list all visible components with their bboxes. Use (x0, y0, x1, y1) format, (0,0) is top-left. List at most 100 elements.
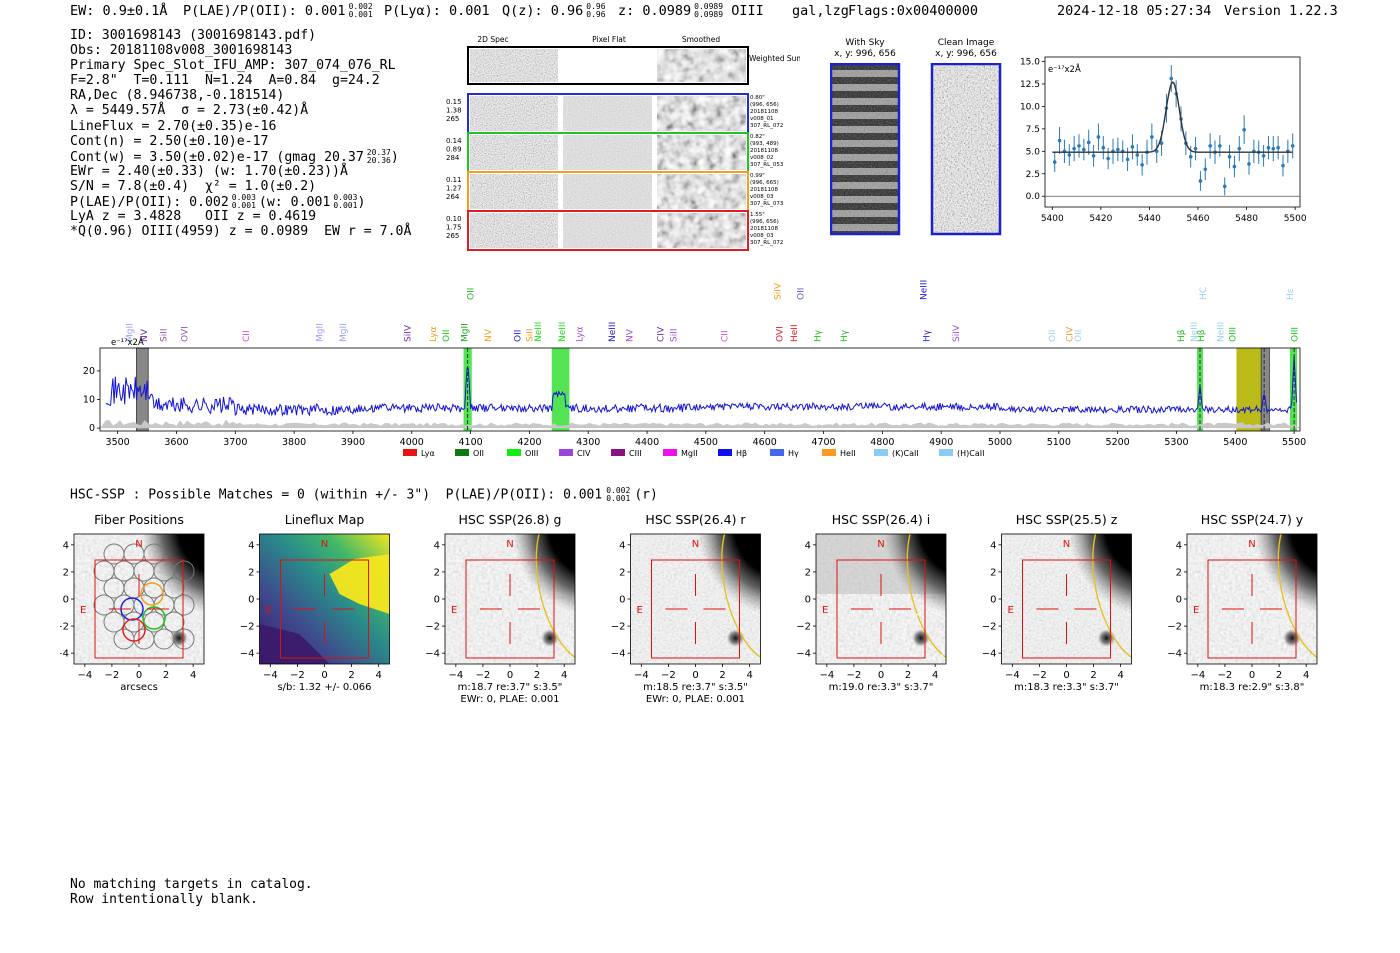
line-label: NV (484, 328, 494, 342)
hsc-source-blob (912, 629, 930, 647)
hsc-xtick-label: −4 (634, 670, 649, 681)
fiber-circle (143, 543, 165, 565)
fiber-circle (173, 560, 195, 582)
hsc-galaxy-blob (495, 534, 575, 634)
hsc-ytick-label: 2 (1176, 567, 1182, 578)
fiber-green (142, 606, 166, 630)
zoom-data-point (1198, 179, 1203, 183)
hsc-summary-sub: 0.001 (606, 494, 631, 503)
legend-label: HeII (840, 449, 856, 458)
zoom-data-point (1276, 145, 1280, 150)
line-label: OVI (775, 326, 785, 342)
hsc-xtick-label: 4 (375, 670, 381, 681)
cutout-right-value: 0.99" (750, 173, 765, 179)
line-label: SiIV (404, 324, 414, 342)
hsc-panel-title: Lineflux Map (285, 512, 365, 527)
legend-swatch (455, 449, 469, 456)
zoom-chart-content: 5400 5420 5440 5460 5480 5500 0.0 2.5 5.0 7.5 10.0… (1020, 57, 1307, 224)
info-ewr: EWr = 2.40(±0.33) (w: 1.70(±0.23))Å (70, 163, 348, 179)
cutout-pixelflat-image (563, 96, 652, 131)
hsc-north-label: N (1248, 539, 1255, 550)
cutout-right-value: v008_03 (750, 233, 774, 239)
header-classes: gal,lzg (792, 3, 849, 19)
hsc-galaxy-blob (1237, 534, 1317, 634)
cutout-2dspec-image (470, 96, 558, 131)
info-fparams: F=2.8" T=0.111 N=1.24 A=0.84 g=24.2 (70, 73, 380, 89)
info-plae: P(LAE)/P(OII): 0.002 0.003 0.001 (w: 0.001 0… (70, 194, 411, 211)
hsc-caption: m:19.0 re:3.3" s:3.7" (829, 682, 934, 693)
cutout-2dspec-image (470, 174, 558, 209)
legend-label: OII (473, 449, 484, 458)
hsc-ellipse (535, 534, 575, 664)
zoom-data-point (1271, 146, 1276, 151)
cutout-smoothed-image (657, 135, 746, 170)
hsc-caption: m:18.5 re:3.7" s:3.5" (643, 682, 748, 693)
hsc-xtick-label: 2 (719, 670, 725, 681)
hsc-xtick-label: 0 (507, 670, 513, 681)
spectrum-ytick-label: 10 (83, 395, 95, 406)
info-lineflux: LineFlux = 2.70(±0.35)e-16 (70, 118, 277, 134)
hsc-ytick-label: −4 (611, 649, 626, 660)
hsc-north-label: N (506, 539, 513, 550)
zoom-ytick-label: 12.5 (1020, 80, 1040, 90)
cutout-right-value: 20181108 (750, 187, 778, 193)
legend-swatch (403, 449, 417, 456)
hsc-galaxy-blob (1051, 534, 1132, 634)
line-label: Hβ (1177, 329, 1187, 342)
line-label: OII (467, 288, 477, 300)
zoom-data-point (1125, 157, 1130, 162)
hsc-ytick-label: −4 (982, 649, 997, 660)
hsc-source-blob (1283, 629, 1301, 647)
clean-image-label: Clean Image (937, 38, 995, 48)
zoom-data-point (1169, 76, 1174, 81)
line-label: CII (721, 330, 731, 342)
zoom-data-point (1266, 145, 1271, 150)
hsc-ellipse (721, 534, 761, 664)
hsc-selection-box (465, 559, 555, 659)
spectrum-highlight-band (1290, 348, 1298, 431)
zoom-data-point (1091, 154, 1096, 158)
spectrum-highlight-band (1236, 348, 1264, 431)
hsc-ytick-label: 4 (63, 540, 69, 551)
legend-label: OIII (525, 449, 538, 458)
hsc-selection-box (836, 559, 926, 659)
legend-swatch (770, 449, 784, 456)
hsc-ytick-label: 4 (619, 540, 625, 551)
hsc-panels-content: Fiber Positions N E −4 −4 −2 −2 0 0 2 2 4 4 arcsecs Li… (60, 512, 1318, 705)
cutout-left-value: 0.14 (446, 137, 462, 145)
legend-swatch (559, 449, 573, 456)
hsc-xtick-label: −4 (263, 670, 278, 681)
cutout-smoothed-image (657, 213, 746, 248)
hsc-summary: HSC-SSP : Possible Matches = 0 (within +… (70, 487, 658, 503)
zoom-data-point (1242, 127, 1246, 132)
info-contw: Cont(w) = 3.50(±0.02)e-17 (gmag 20.37 20.… (70, 148, 411, 165)
cutout-right-value: v008_01 (750, 116, 774, 122)
zoom-data-point (1057, 138, 1062, 143)
hsc-ytick-label: −4 (796, 649, 811, 660)
zoom-data-point (1072, 146, 1076, 151)
spectrum-xtick-label: 5300 (1164, 437, 1188, 448)
hsc-panel-title: HSC SSP(26.4) i (832, 512, 930, 527)
lineflux-dark-region (259, 624, 330, 664)
header-z: z: 0.0989 0.0989 0.0989 OIII (618, 3, 764, 20)
line-label: OII (1074, 330, 1084, 342)
line-label: MgII (339, 323, 349, 342)
line-label: NeIII (920, 280, 930, 300)
hsc-panel-image (1187, 534, 1317, 664)
hsc-ytick-label: 4 (805, 540, 811, 551)
cutout-smoothed-image (657, 174, 746, 209)
cutout-header-smoothed: Smoothed (682, 35, 721, 44)
with-sky-frame (830, 63, 901, 236)
zoom-ytick-label: 5.0 (1026, 147, 1041, 157)
full-chart-ylabel: e⁻¹⁷x2Å (111, 336, 144, 348)
cutout-right-value: 1.55" (750, 212, 765, 218)
cutout-header-2dspec: 2D Spec (477, 35, 508, 44)
hsc-ytick-label: −2 (425, 622, 440, 633)
line-label: OVI (181, 326, 191, 342)
fiber-orange (140, 582, 164, 606)
hsc-east-label: E (822, 605, 828, 616)
